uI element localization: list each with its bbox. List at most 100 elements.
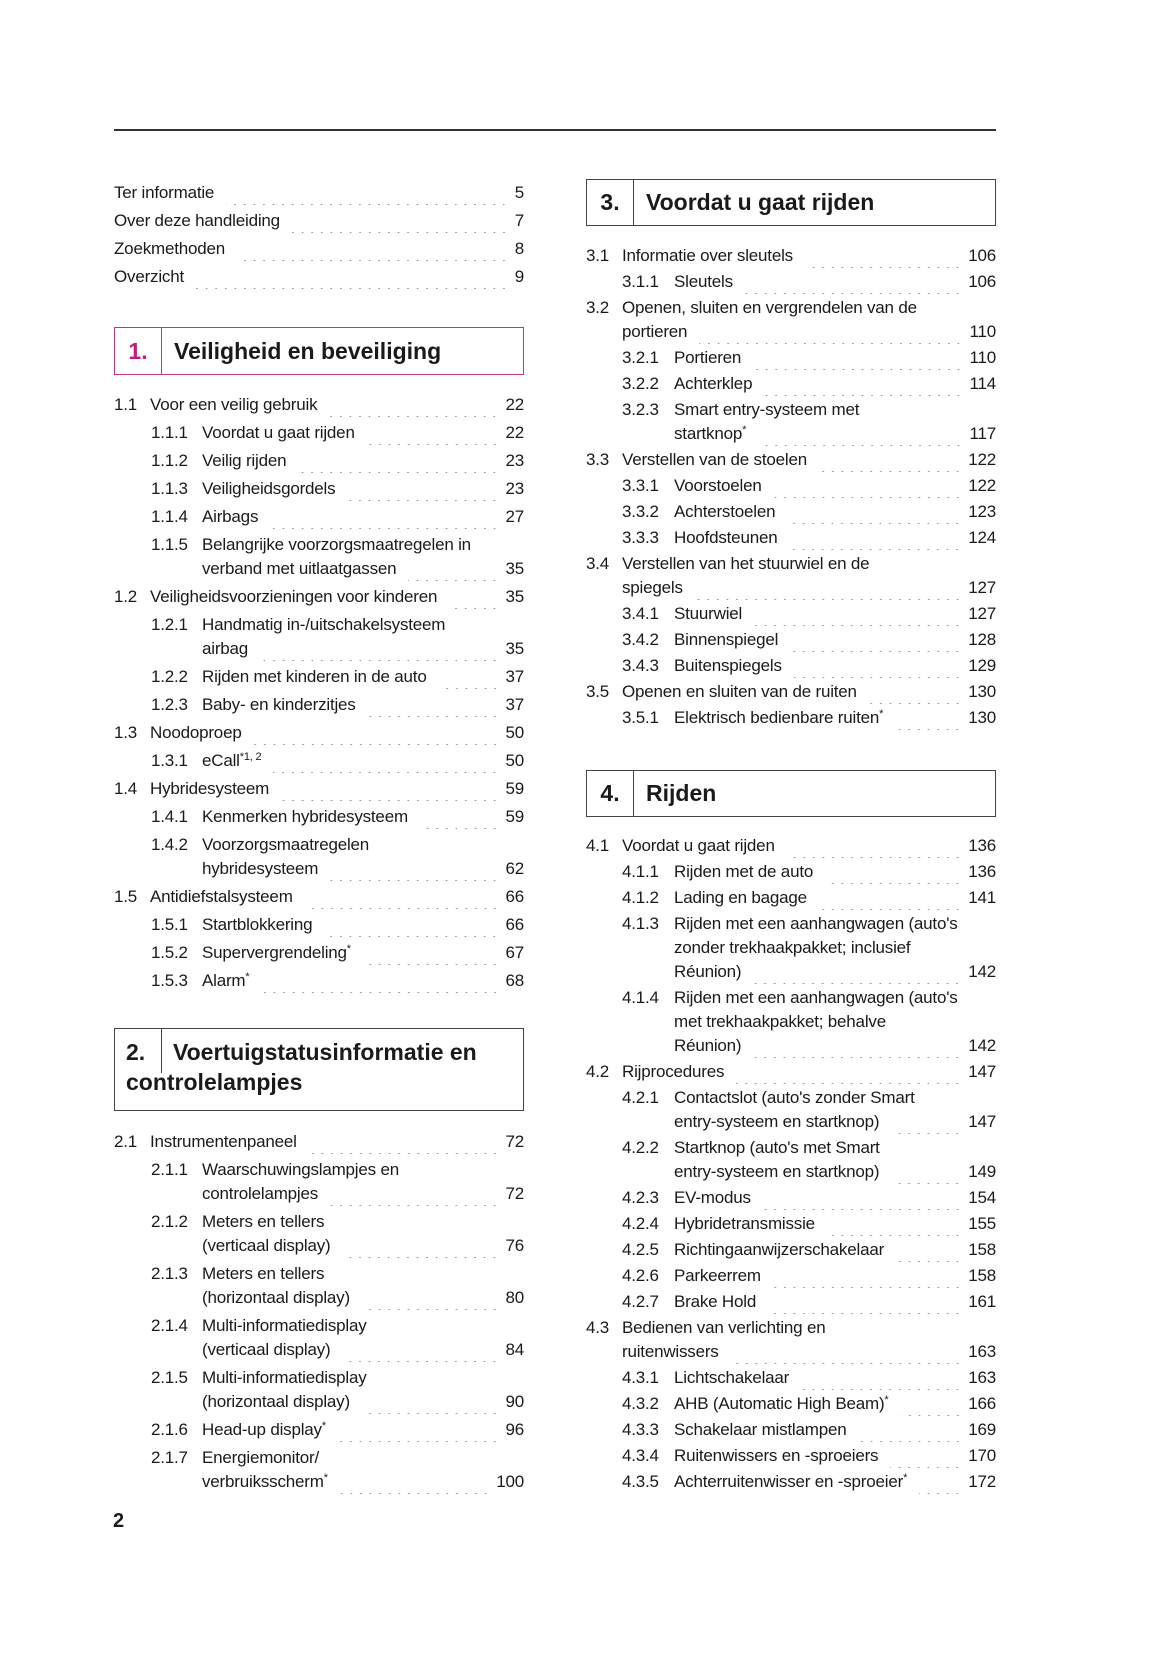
toc-entry[interactable]: Ter informatie 5	[114, 181, 524, 205]
entry-page: 62	[505, 859, 524, 878]
toc-entry[interactable]: 4.1.2 Lading en bagage 141	[586, 886, 996, 910]
toc-entry[interactable]: 4.1.4 Rijden met een aanhangwagen (auto's…	[586, 986, 996, 1058]
toc-line: 3.5 Openen en sluiten van de ruiten 130	[586, 680, 996, 704]
section-title-line1: Voertuigstatusinformatie en	[173, 1039, 477, 1065]
entry-title: Lading en bagage	[674, 886, 807, 910]
dot-leader	[362, 941, 500, 965]
toc-entry[interactable]: 3.3 Verstellen van de stoelen 122	[586, 448, 996, 472]
toc-entry[interactable]: 1.1.5 Belangrijke voorzorgsmaatregelen in…	[114, 533, 524, 581]
toc-entry[interactable]: 2.1.4 Multi-informatiedisplay (verticaal d…	[114, 1314, 524, 1362]
toc-entry[interactable]: 4.3.5 Achterruitenwisser en -sproeier* 172	[586, 1470, 996, 1494]
entry-title-text: Bedienen van verlichting en	[622, 1318, 826, 1337]
toc-entry[interactable]: 1.5 Antidiefstalsysteem 66	[114, 885, 524, 909]
toc-entry[interactable]: 1.5.3 Alarm* 68	[114, 969, 524, 993]
toc-entry[interactable]: 3.4.1 Stuurwiel 127	[586, 602, 996, 626]
toc-entry[interactable]: 3.5 Openen en sluiten van de ruiten 130	[586, 680, 996, 704]
entry-title-text: Veiligheidsvoorzieningen voor kinderen	[150, 587, 438, 606]
entry-page: 84	[505, 1340, 524, 1359]
toc-entry[interactable]: 3.2.2 Achterklep 114	[586, 372, 996, 396]
toc-entry[interactable]: 1.1.2 Veilig rijden 23	[114, 449, 524, 473]
toc-entry[interactable]: Over deze handleiding 7	[114, 209, 524, 233]
entry-page: 59	[505, 779, 524, 798]
toc-entry[interactable]: 4.3.3 Schakelaar mistlampen 169	[586, 1418, 996, 1442]
toc-entry[interactable]: 4.2.3 EV-modus 154	[586, 1186, 996, 1210]
toc-entry[interactable]: Overzicht 9	[114, 265, 524, 289]
dot-leader	[787, 500, 963, 524]
entry-page: 172	[968, 1472, 996, 1491]
entry-title-text: (verticaal display)	[202, 1236, 331, 1255]
toc-entry[interactable]: 4.2 Rijprocedures 147	[586, 1060, 996, 1084]
toc-entry[interactable]: 2.1.2 Meters en tellers (verticaal display…	[114, 1210, 524, 1258]
entry-title: Veilig rijden	[202, 449, 287, 473]
toc-entry[interactable]: 3.3.2 Achterstoelen 123	[586, 500, 996, 524]
toc-entry[interactable]: 1.5.2 Supervergrendeling* 67	[114, 941, 524, 965]
toc-entry[interactable]: 2.1.6 Head-up display* 96	[114, 1418, 524, 1442]
toc-entry[interactable]: 3.1 Informatie over sleutels 106	[586, 244, 996, 268]
toc-entry[interactable]: 3.2 Openen, sluiten en vergrendelen van d…	[586, 296, 996, 344]
toc-entry[interactable]: 4.2.2 Startknop (auto's met Smart entry-sy…	[586, 1136, 996, 1184]
toc-entry[interactable]: 3.5.1 Elektrisch bedienbare ruiten* 130	[586, 706, 996, 730]
toc-entry[interactable]: 1.1.3 Veiligheidsgordels 23	[114, 477, 524, 501]
toc-entry[interactable]: 1.2 Veiligheidsvoorzieningen voor kindere…	[114, 585, 524, 609]
toc-entry[interactable]: 3.1.1 Sleutels 106	[586, 270, 996, 294]
entry-page: 127	[968, 604, 996, 623]
toc-entry[interactable]: 1.2.2 Rijden met kinderen in de auto 37	[114, 665, 524, 689]
toc-entry[interactable]: 2.1.1 Waarschuwingslampjes en controlelamp…	[114, 1158, 524, 1206]
toc-entry[interactable]: 3.3.3 Hoofdsteunen 124	[586, 526, 996, 550]
toc-entry[interactable]: 4.2.6 Parkeerrem 158	[586, 1264, 996, 1288]
toc-line: Ter informatie 5	[114, 181, 524, 205]
toc-entry[interactable]: 1.2.3 Baby- en kinderzitjes 37	[114, 693, 524, 717]
toc-entry[interactable]: 4.2.5 Richtingaanwijzerschakelaar 158	[586, 1238, 996, 1262]
dot-leader	[330, 1182, 500, 1206]
toc-entry[interactable]: 1.2.1 Handmatig in-/uitschakelsysteem airb…	[114, 613, 524, 661]
toc-entry[interactable]: 1.1.4 Airbags 27	[114, 505, 524, 529]
toc-entry[interactable]: 1.1.1 Voordat u gaat rijden 22	[114, 421, 524, 445]
toc-line: 4.3.5 Achterruitenwisser en -sproeier* 172	[622, 1470, 996, 1494]
entry-number: 4.3.2	[622, 1394, 659, 1413]
toc-entry[interactable]: 4.2.4 Hybridetransmissie 155	[586, 1212, 996, 1236]
toc-entry[interactable]: 1.4.1 Kenmerken hybridesysteem 59	[114, 805, 524, 829]
toc-entry[interactable]: 3.2.3 Smart entry-systeem met startknop* 11…	[586, 398, 996, 446]
toc-entry[interactable]: 1.3 Noodoproep 50	[114, 721, 524, 745]
toc-entry[interactable]: 2.1 Instrumentenpaneel 72	[114, 1130, 524, 1154]
toc-entry[interactable]: 1.3.1 eCall*1, 2 50	[114, 749, 524, 773]
dot-leader	[804, 244, 963, 268]
toc-entry[interactable]: 4.1.1 Rijden met de auto 136	[586, 860, 996, 884]
toc-line: entry-systeem en startknop) 147	[622, 1110, 996, 1134]
entry-title-text: (verticaal display)	[202, 1340, 331, 1359]
toc-entry[interactable]: 3.3.1 Voorstoelen 122	[586, 474, 996, 498]
toc-entry[interactable]: 4.2.7 Brake Hold 161	[586, 1290, 996, 1314]
toc-entry[interactable]: Zoekmethoden 8	[114, 237, 524, 261]
toc-entry[interactable]: 2.1.5 Multi-informatiedisplay (horizontaal…	[114, 1366, 524, 1414]
toc-entry[interactable]: 3.4.3 Buitenspiegels 129	[586, 654, 996, 678]
toc-entry[interactable]: 3.4.2 Binnenspiegel 128	[586, 628, 996, 652]
toc-line: 2.1.2 Meters en tellers	[151, 1210, 524, 1234]
toc-entry[interactable]: 4.3.4 Ruitenwissers en -sproeiers 170	[586, 1444, 996, 1468]
toc-entry[interactable]: 1.5.1 Startblokkering 66	[114, 913, 524, 937]
toc-entry[interactable]: 1.4.2 Voorzorgsmaatregelen hybridesysteem 6…	[114, 833, 524, 881]
entry-title-text: Antidiefstalsysteem	[150, 887, 293, 906]
toc-entry[interactable]: 1.4 Hybridesysteem 59	[114, 777, 524, 801]
toc-entry[interactable]: 2.1.7 Energiemonitor/verbruiksscherm* 100	[114, 1446, 524, 1494]
entry-title-text: AHB (Automatic High Beam)	[674, 1394, 885, 1413]
toc-entry[interactable]: 2.1.3 Meters en tellers (horizontaal displ…	[114, 1262, 524, 1310]
entry-title-text: (horizontaal display)	[202, 1288, 350, 1307]
page-number: 2	[113, 1510, 125, 1532]
toc-line: 1.5.1 Startblokkering 66	[151, 913, 524, 937]
toc-entry[interactable]: 4.3.2 AHB (Automatic High Beam)* 166	[586, 1392, 996, 1416]
entry-title: (verticaal display)	[202, 1234, 331, 1258]
toc-entry[interactable]: 3.4 Verstellen van het stuurwiel en de spi…	[586, 552, 996, 600]
toc-entry[interactable]: 4.2.1 Contactslot (auto's zonder Smart ent…	[586, 1086, 996, 1134]
entry-number: 4.2.7	[622, 1292, 659, 1311]
entry-title-text: Openen, sluiten en vergrendelen van de	[622, 298, 917, 317]
toc-entry[interactable]: 3.2.1 Portieren 110	[586, 346, 996, 370]
entry-title-text: Belangrijke voorzorgsmaatregelen in	[202, 535, 471, 554]
dot-leader	[736, 1060, 963, 1084]
toc-entry[interactable]: 4.1 Voordat u gaat rijden 136	[586, 834, 996, 858]
toc-line: 4.2.5 Richtingaanwijzerschakelaar 158	[622, 1238, 996, 1262]
toc-entry[interactable]: 4.3.1 Lichtschakelaar 163	[586, 1366, 996, 1390]
toc-entry[interactable]: 4.3 Bedienen van verlichting en ruitenwiss…	[586, 1316, 996, 1364]
toc-entry[interactable]: 4.1.3 Rijden met een aanhangwagen (auto's…	[586, 912, 996, 984]
entry-title: Réunion)	[674, 1034, 742, 1058]
toc-entry[interactable]: 1.1 Voor een veilig gebruik 22	[114, 393, 524, 417]
